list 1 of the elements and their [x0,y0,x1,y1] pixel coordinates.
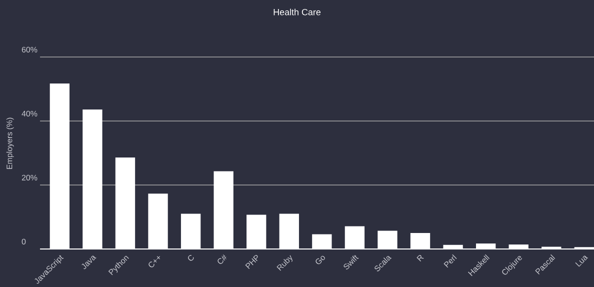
chart-title: Health Care [274,8,321,16]
